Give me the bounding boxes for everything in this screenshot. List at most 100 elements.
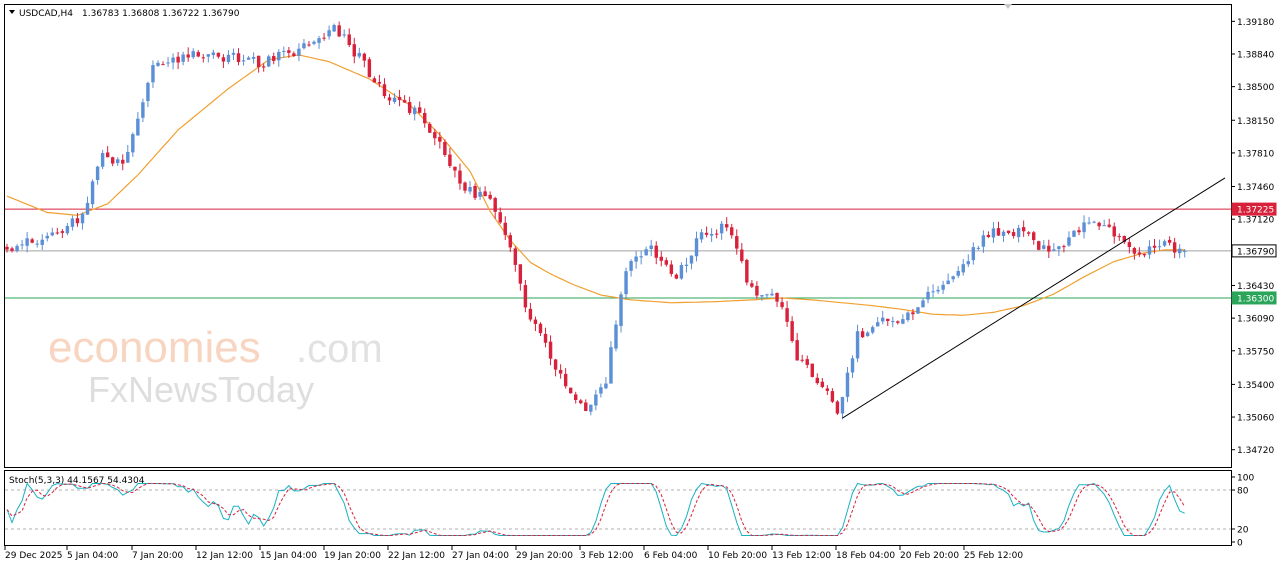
candle-body: [911, 312, 915, 315]
candle: [1067, 231, 1071, 247]
candle-body: [1177, 248, 1182, 254]
candle: [50, 227, 55, 237]
candle-body: [402, 100, 407, 103]
candle-body: [619, 294, 623, 326]
candle-body: [1067, 237, 1071, 246]
candle: [1142, 253, 1147, 258]
candle-body: [941, 284, 945, 290]
candle-body: [669, 264, 674, 274]
candle: [1052, 243, 1056, 252]
candle: [272, 52, 276, 65]
candle-body: [332, 25, 336, 32]
candle-body: [1016, 227, 1021, 238]
candle-body: [5, 246, 9, 250]
candle-body: [251, 56, 256, 59]
candle-body: [875, 322, 880, 327]
symbol-dropdown-icon[interactable]: [9, 10, 15, 14]
candle-body: [518, 264, 523, 284]
candle-body: [996, 228, 1001, 236]
candle-body: [226, 54, 231, 63]
candle-body: [719, 223, 724, 234]
candle-body: [860, 331, 865, 338]
candle: [261, 63, 266, 72]
candle: [845, 367, 850, 403]
candle: [453, 166, 457, 178]
candle-body: [131, 134, 135, 153]
time-tick-label: 12 Jan 12:00: [196, 551, 253, 561]
candle: [1152, 238, 1157, 254]
candle: [574, 391, 578, 404]
candle-body: [272, 56, 276, 61]
candle: [60, 229, 65, 239]
candle: [714, 229, 719, 239]
candle: [584, 399, 588, 412]
candle-body: [407, 102, 412, 113]
candle-body: [322, 37, 326, 39]
candle: [629, 259, 633, 277]
candle-body: [704, 232, 709, 235]
candle-body: [423, 112, 427, 124]
candle: [931, 284, 935, 298]
candle-body: [674, 274, 679, 279]
candle-body: [563, 373, 568, 387]
candle: [95, 165, 100, 185]
candle: [30, 237, 34, 244]
candle: [745, 258, 749, 286]
price-tick-label: 1.36090: [1237, 315, 1274, 325]
candle: [810, 363, 814, 378]
candle-body: [236, 53, 241, 63]
candle: [1087, 216, 1091, 225]
candle-body: [508, 235, 513, 248]
candle-body: [991, 228, 996, 238]
candle: [1026, 231, 1031, 237]
candle-body: [221, 57, 226, 62]
candle: [956, 266, 960, 278]
candle: [760, 295, 764, 301]
candle: [709, 228, 714, 242]
candle: [563, 368, 568, 389]
candle-body: [815, 377, 820, 384]
candle-body: [896, 321, 900, 323]
candle-body: [1157, 246, 1162, 248]
candle: [815, 373, 820, 385]
candle: [558, 364, 563, 379]
candle-body: [649, 245, 653, 249]
price-tick-label: 1.38500: [1237, 83, 1274, 93]
candle-body: [820, 381, 825, 388]
price-tick-label: 1.35060: [1237, 414, 1274, 424]
candle-body: [714, 233, 719, 235]
candle-body: [151, 65, 155, 83]
candle-body: [810, 363, 814, 377]
candle: [171, 53, 175, 70]
candle-body: [216, 52, 221, 57]
candle-body: [870, 327, 875, 333]
candle: [1157, 239, 1162, 251]
candle-body: [428, 123, 432, 133]
candle: [644, 246, 648, 256]
trendline[interactable]: [842, 177, 1226, 419]
candle: [1057, 245, 1061, 257]
candle: [287, 46, 291, 58]
candle-body: [191, 51, 195, 58]
candle-body: [553, 359, 558, 370]
candle: [80, 212, 85, 230]
candle-body: [609, 347, 613, 384]
candle-body: [337, 25, 341, 37]
one-click-trading-arrow-icon[interactable]: [1004, 4, 1012, 9]
candle: [342, 29, 346, 38]
candle: [850, 355, 855, 378]
candle: [674, 273, 679, 280]
candle-body: [513, 248, 518, 265]
trendline-segment[interactable]: [842, 177, 1226, 419]
candle: [735, 229, 739, 255]
candle: [433, 128, 437, 146]
candle-body: [297, 48, 301, 56]
candle-body: [40, 239, 44, 245]
candle: [911, 308, 915, 320]
candle: [246, 56, 251, 60]
stoch-pane-frame: [4, 470, 1232, 546]
candle-body: [785, 308, 789, 322]
candle-body: [1057, 246, 1061, 249]
